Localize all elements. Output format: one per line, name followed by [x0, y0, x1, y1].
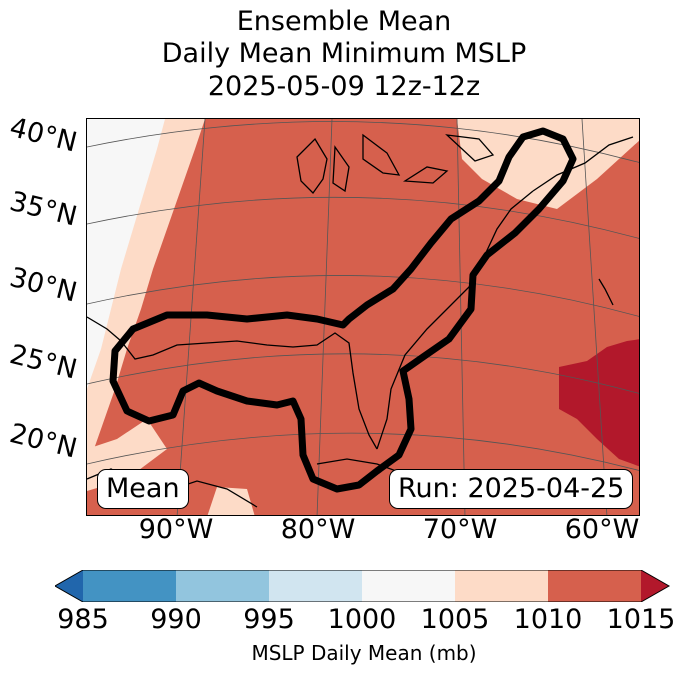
map-panel: Mean Run: 2025-04-25	[86, 118, 640, 516]
colorbar-tick-1000: 1000	[327, 604, 397, 635]
lat-label-30: 30°N	[6, 262, 81, 309]
coastlines	[87, 133, 634, 508]
colorbar-under-arrow	[55, 570, 83, 602]
run-box: Run: 2025-04-25	[389, 469, 634, 509]
colorbar-label: MSLP Daily Mean (mb)	[251, 641, 477, 665]
colorbar	[55, 570, 671, 602]
colorbar-tick-985: 985	[57, 604, 109, 635]
lon-label-90w: 90°W	[138, 514, 214, 545]
colorbar-bin-990-995	[176, 570, 270, 602]
lat-label-35: 35°N	[6, 186, 81, 233]
colorbar-bins	[83, 570, 642, 602]
map-canvas	[87, 119, 639, 515]
lon-label-80w: 80°W	[280, 514, 356, 545]
colorbar-bin-1000-1005	[362, 570, 456, 602]
colorbar-tick-990: 990	[150, 604, 202, 635]
lat-label-20: 20°N	[6, 418, 81, 465]
colorbar-tick-1005: 1005	[420, 604, 490, 635]
colorbar-bin-985-990	[83, 570, 177, 602]
field-1000-1005-west	[87, 119, 165, 389]
colorbar-outline	[55, 570, 671, 602]
field-1015-east	[559, 339, 639, 467]
title-line-1: Ensemble Mean	[236, 6, 452, 37]
colorbar-bin-995-1000	[269, 570, 363, 602]
lat-label-40: 40°N	[6, 112, 81, 159]
field-1005-1010-northeast	[457, 119, 639, 209]
colorbar-tick-995: 995	[243, 604, 295, 635]
colorbar-tick-1015: 1015	[606, 604, 676, 635]
lat-label-25: 25°N	[6, 339, 81, 386]
field-patch-south	[207, 487, 255, 515]
title-line-2: Daily Mean Minimum MSLP	[161, 38, 527, 69]
mean-box: Mean	[97, 469, 189, 509]
colorbar-tick-1010: 1010	[513, 604, 583, 635]
lon-label-70w: 70°W	[422, 514, 498, 545]
contour-region	[109, 127, 577, 493]
colorbar-bin-1010-1015	[548, 570, 642, 602]
colorbar-bin-1005-1010	[455, 570, 549, 602]
lon-label-60w: 60°W	[564, 514, 640, 545]
title-line-3: 2025-05-09 12z-12z	[207, 71, 481, 102]
colorbar-over-arrow	[641, 570, 669, 602]
